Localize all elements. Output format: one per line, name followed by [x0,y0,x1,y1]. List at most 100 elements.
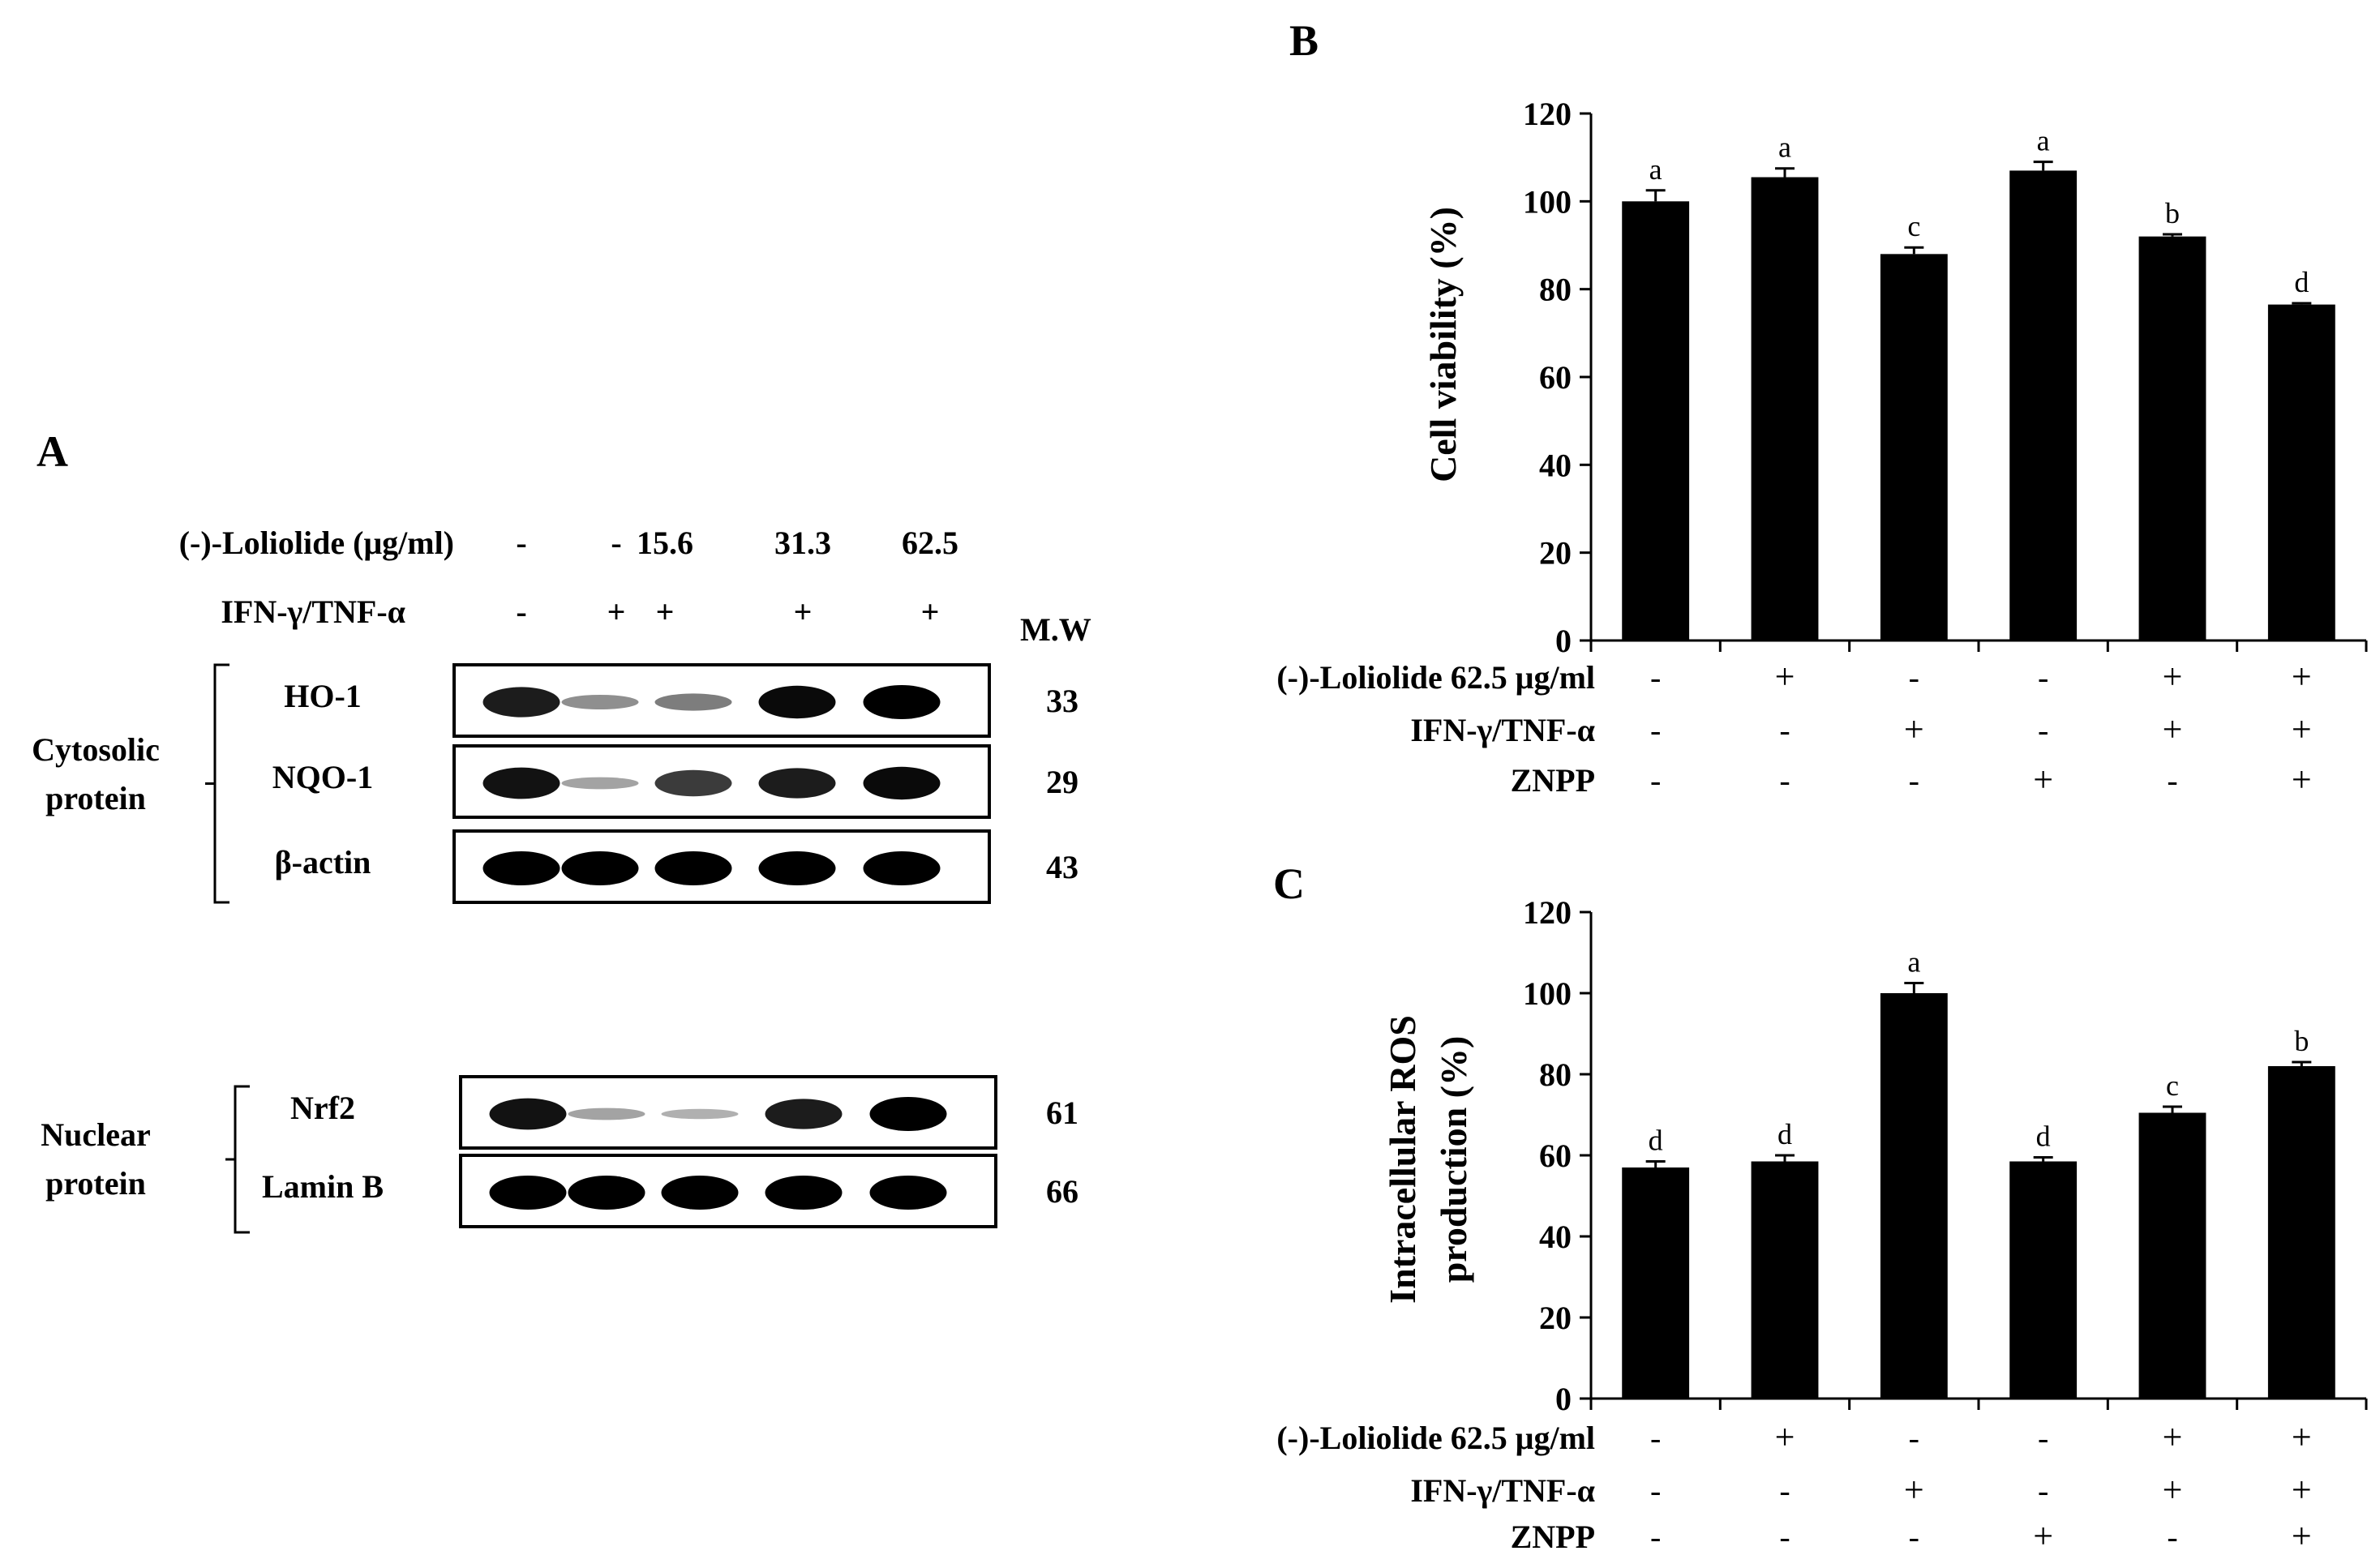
blot-molecular-weight: 33 [1046,683,1079,719]
condition-label: ZNPP [1511,1519,1595,1555]
condition-value: - [1909,762,1919,799]
blot-band [482,851,560,885]
y-tick-label: 100 [1523,183,1572,220]
blot-band [661,1176,739,1210]
blot-molecular-weight: 43 [1046,849,1079,885]
condition-label: (-)-Loliolide 62.5 μg/ml [1276,1420,1595,1456]
bar [2267,304,2335,640]
significance-letter: a [1649,153,1662,186]
y-tick-label: 60 [1539,1137,1572,1174]
condition-label: IFN-γ/TNF-α [1410,1472,1595,1509]
condition-value: + [2033,760,2053,799]
condition-value: - [1909,1519,1919,1555]
condition-value: + [2292,709,2312,749]
condition-value: - [1650,1519,1661,1555]
blot-band [661,1108,739,1120]
ros-production-chart: Intracellular ROS production (%) 0 20 40 60… [1276,894,2368,1556]
y-tick-label: 80 [1539,1056,1572,1093]
ros-axis-title-line-1: Intracellular ROS [1382,1015,1423,1304]
blot-band [765,1099,843,1129]
ros-axis-title-line-2: production (%) [1433,1036,1474,1283]
significance-letter: c [2166,1069,2179,1102]
treatment-value: 15.6 [637,525,693,561]
condition-value: + [1775,657,1795,696]
bar [2009,1161,2078,1399]
significance-letter: b [2165,197,2180,229]
condition-value: + [1775,1417,1795,1457]
treatment-value: + [921,593,940,630]
condition-value: + [2292,1516,2312,1556]
significance-letter: b [2294,1025,2309,1057]
blot-protein-label: Nrf2 [290,1090,355,1126]
blot-band [765,1176,843,1210]
significance-letter: c [1907,210,1920,242]
blot-band [489,1098,567,1130]
condition-value: - [2038,659,2048,696]
bar [2138,236,2206,640]
y-tick-label: 20 [1539,535,1572,572]
group-label-line: protein [45,1165,146,1202]
blot-band [869,1176,947,1210]
y-tick-label: 40 [1539,447,1572,483]
condition-value: - [2167,762,2177,799]
condition-value: - [1909,659,1919,696]
significance-letter: d [1649,1125,1663,1157]
y-tick-label: 120 [1523,96,1572,132]
blot-protein-label: β-actin [275,844,371,880]
bar [2138,1112,2206,1399]
treatment-value: - [611,525,621,561]
blot-band [654,851,732,885]
y-tick-label: 20 [1539,1300,1572,1336]
treatment-value: 62.5 [902,525,958,561]
condition-value: + [2163,1417,2183,1457]
condition-value: - [2038,1420,2048,1456]
condition-label: IFN-γ/TNF-α [1410,712,1595,748]
treatment-value: 31.3 [774,525,831,561]
blot-band [654,693,732,711]
panel-letter-a: A [36,427,68,476]
blot-band [489,1176,567,1210]
blot-molecular-weight: 61 [1046,1095,1079,1131]
condition-value: - [1779,712,1790,748]
panel-letter-b: B [1289,16,1319,65]
blot-protein-label: Lamin B [262,1168,384,1205]
blot-band [758,851,836,885]
bar [1751,1161,1819,1399]
blot-band [561,695,639,709]
significance-letter: d [1777,1118,1792,1150]
y-tick-label: 0 [1555,623,1572,659]
condition-value: - [1650,659,1661,696]
blot-band [568,1107,645,1120]
blot-band [758,768,836,799]
bar [2267,1066,2335,1399]
condition-value: - [1650,1420,1661,1456]
group-label-line: Cytosolic [32,731,160,768]
blot-protein-label: NQO-1 [272,759,373,795]
significance-letter: a [1778,131,1791,164]
panel-letter-c: C [1273,859,1305,908]
bar [2009,170,2078,640]
group-label-line: Nuclear [41,1116,151,1153]
condition-value: + [2292,1417,2312,1457]
y-tick-label: 80 [1539,272,1572,308]
blot-band [863,851,941,885]
bar [1880,993,1948,1399]
cell-viability-axis-title: Cell viability (%) [1422,207,1464,482]
blot-band [863,766,941,800]
blot-band [482,687,560,718]
blot-band [568,1176,645,1210]
condition-value: + [1904,709,1924,749]
condition-value: + [2163,657,2183,696]
treatment-value: - [516,593,526,630]
condition-value: - [2038,712,2048,748]
ros-production-plot: 0 20 40 60 80 100 120 d d a d c b (-)-Loliolide 62.5 … [1276,894,2368,1556]
condition-value: + [2163,709,2183,749]
treatment-value: + [656,593,675,630]
group-bracket [205,663,229,904]
group-bracket [225,1085,250,1234]
y-tick-label: 100 [1523,975,1572,1012]
y-tick-label: 60 [1539,359,1572,396]
condition-value: + [2292,760,2312,799]
condition-value: - [1909,1420,1919,1456]
